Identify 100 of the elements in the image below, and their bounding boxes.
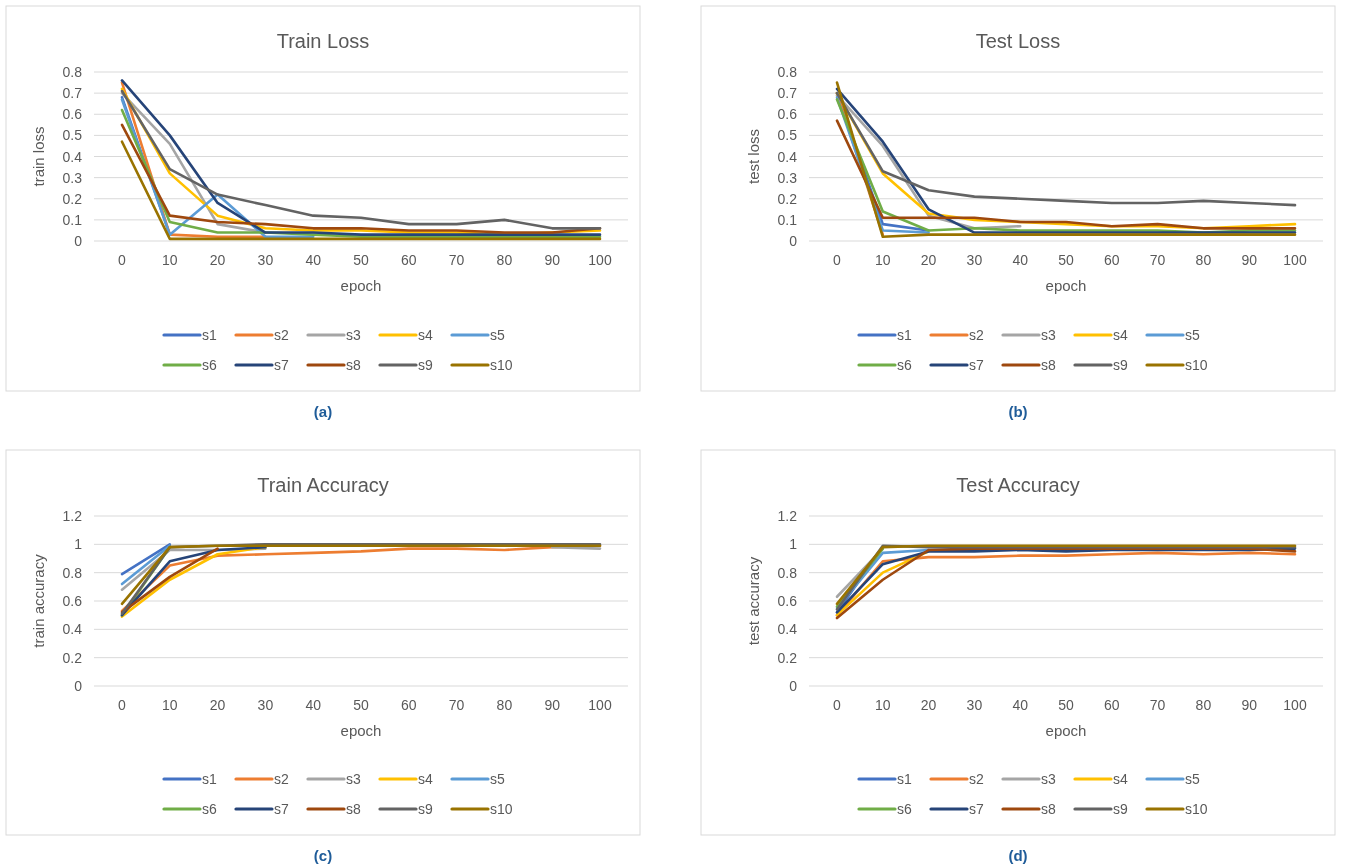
y-tick-label: 0.5: [777, 127, 798, 144]
y-tick-label: 0.5: [62, 127, 83, 144]
x-tick-label: 60: [401, 252, 417, 268]
legend-label: s8: [1041, 357, 1056, 373]
y-tick-label: 0.8: [62, 564, 83, 581]
legend-label: s10: [1185, 357, 1208, 373]
legend-label: s1: [202, 327, 217, 343]
chart-title: Train Loss: [276, 30, 370, 52]
chart-title: Test Accuracy: [956, 474, 1080, 496]
y-tick-label: 0: [789, 678, 798, 694]
legend-label: s10: [490, 357, 513, 373]
legend-label: s9: [418, 357, 433, 373]
x-tick-label: 50: [353, 252, 369, 268]
y-tick-label: 0: [74, 678, 83, 694]
x-tick-label: 10: [162, 697, 178, 713]
x-tick-label: 70: [1149, 697, 1166, 713]
x-tick-label: 80: [1195, 252, 1212, 268]
y-tick-label: 1: [74, 536, 83, 553]
x-axis-title: epoch: [1045, 277, 1087, 294]
x-tick-label: 90: [1241, 697, 1258, 713]
x-tick-label: 100: [1283, 697, 1307, 713]
legend-label: s2: [969, 327, 984, 343]
x-tick-label: 100: [1283, 252, 1307, 268]
x-tick-label: 50: [1058, 697, 1074, 713]
legend-label: s5: [490, 771, 505, 787]
y-tick-label: 0.6: [777, 593, 798, 609]
legend-label: s5: [1185, 771, 1200, 787]
y-tick-label: 0.1: [777, 211, 798, 228]
x-tick-label: 70: [448, 252, 465, 268]
text: (b): [1008, 403, 1028, 420]
legend-label: s1: [897, 327, 912, 343]
legend-label: s3: [346, 327, 361, 343]
x-axis-title: epoch: [340, 277, 382, 294]
y-tick-label: 0.4: [62, 621, 83, 638]
legend-label: s9: [1113, 357, 1128, 373]
y-tick-label: 0.8: [62, 64, 83, 80]
x-tick-label: 10: [875, 697, 891, 713]
x-tick-label: 0: [118, 697, 127, 713]
x-tick-label: 50: [1058, 252, 1074, 268]
legend-label: s2: [274, 771, 289, 787]
y-tick-label: 0.7: [777, 85, 798, 102]
x-tick-label: 30: [257, 697, 274, 713]
x-tick-label: 60: [401, 697, 417, 713]
legend-label: s4: [418, 771, 433, 787]
x-tick-label: 40: [1012, 252, 1029, 268]
x-tick-label: 0: [118, 252, 127, 268]
y-tick-label: 0.6: [777, 106, 798, 123]
x-tick-label: 0: [833, 252, 842, 268]
legend-label: s7: [969, 357, 984, 373]
legend-label: s6: [202, 357, 217, 373]
legend-label: s7: [969, 801, 984, 817]
legend-label: s9: [418, 801, 433, 817]
y-tick-label: 0.2: [777, 190, 798, 207]
x-tick-label: 90: [544, 697, 561, 713]
y-tick-label: 1.2: [777, 508, 798, 524]
x-tick-label: 90: [1241, 252, 1258, 268]
y-tick-label: 0.6: [62, 106, 83, 123]
chart-title: Train Accuracy: [257, 474, 389, 496]
y-tick-label: 1.2: [62, 508, 83, 524]
y-tick-label: 0.2: [62, 649, 83, 666]
x-tick-label: 80: [1195, 697, 1212, 713]
x-tick-label: 20: [920, 252, 937, 268]
legend-label: s1: [897, 771, 912, 787]
y-tick-label: 0.4: [777, 621, 798, 638]
x-tick-label: 0: [833, 697, 842, 713]
y-tick-label: 0.4: [777, 148, 798, 165]
text: (c): [313, 847, 333, 864]
text: (a): [313, 403, 333, 420]
y-tick-label: 0.4: [62, 148, 83, 165]
chart-title: Test Loss: [975, 30, 1061, 52]
y-tick-label: 0.1: [62, 211, 83, 228]
text: (d): [1008, 847, 1028, 864]
y-tick-label: 0.2: [777, 649, 798, 666]
legend-label: s10: [490, 801, 513, 817]
x-tick-label: 30: [966, 252, 983, 268]
x-tick-label: 20: [920, 697, 937, 713]
legend-label: s3: [346, 771, 361, 787]
y-tick-label: 0: [789, 233, 798, 249]
legend-label: s4: [418, 327, 433, 343]
x-tick-label: 100: [588, 697, 612, 713]
x-tick-label: 50: [353, 697, 369, 713]
x-axis-title: epoch: [1045, 722, 1087, 739]
legend-label: s9: [1113, 801, 1128, 817]
legend-label: s7: [274, 357, 289, 373]
y-tick-label: 0.7: [62, 85, 83, 102]
legend-label: s3: [1041, 771, 1056, 787]
x-tick-label: 40: [305, 252, 322, 268]
y-tick-label: 0.3: [777, 169, 798, 186]
legend-label: s7: [274, 801, 289, 817]
legend-label: s5: [1185, 327, 1200, 343]
x-tick-label: 10: [162, 252, 178, 268]
x-tick-label: 10: [875, 252, 891, 268]
x-tick-label: 60: [1104, 252, 1120, 268]
x-tick-label: 60: [1104, 697, 1120, 713]
x-tick-label: 40: [305, 697, 322, 713]
y-tick-label: 0: [74, 233, 83, 249]
legend-label: s6: [897, 357, 912, 373]
x-tick-label: 20: [209, 252, 226, 268]
x-tick-label: 80: [496, 697, 513, 713]
legend-label: s5: [490, 327, 505, 343]
